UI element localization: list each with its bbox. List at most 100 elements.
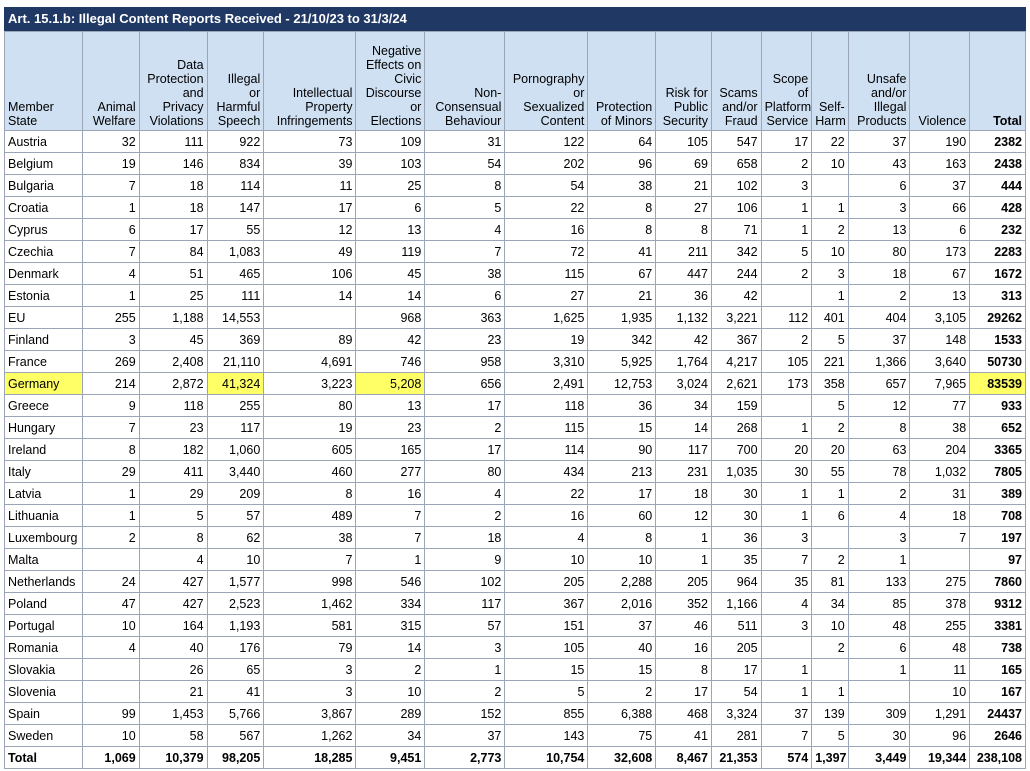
total-value-cell: 574 <box>760 746 813 769</box>
row-total-cell: 389 <box>969 482 1026 505</box>
member-state-cell: Czechia <box>4 240 83 263</box>
value-cell <box>760 394 813 417</box>
value-cell <box>909 548 971 571</box>
value-cell: 45 <box>355 262 426 285</box>
value-cell: 1 <box>655 548 712 571</box>
value-cell: 30 <box>760 460 813 483</box>
value-cell: 10 <box>206 548 265 571</box>
value-cell: 3 <box>811 262 849 285</box>
value-cell: 10 <box>355 680 426 703</box>
value-cell: 37 <box>587 614 657 637</box>
value-cell: 17 <box>587 482 657 505</box>
value-cell: 9 <box>424 548 506 571</box>
value-cell: 6 <box>909 218 971 241</box>
value-cell: 41 <box>587 240 657 263</box>
value-cell <box>81 680 140 703</box>
value-cell: 1 <box>355 548 426 571</box>
value-cell: 51 <box>138 262 208 285</box>
member-state-cell: Italy <box>4 460 83 483</box>
value-cell: 16 <box>504 504 589 527</box>
value-cell: 1 <box>655 526 712 549</box>
value-cell: 119 <box>355 240 426 263</box>
value-cell: 15 <box>587 416 657 439</box>
value-cell: 6 <box>847 636 911 659</box>
value-cell: 10 <box>504 548 589 571</box>
value-cell: 115 <box>504 262 589 285</box>
value-cell: 205 <box>655 570 712 593</box>
value-cell: 369 <box>206 328 265 351</box>
value-cell: 58 <box>138 724 208 747</box>
value-cell: 11 <box>909 658 971 681</box>
row-total-cell: 83539 <box>969 372 1026 395</box>
value-cell: 17 <box>710 658 762 681</box>
member-state-cell: Estonia <box>4 284 83 307</box>
value-cell: 1 <box>760 680 813 703</box>
member-state-cell: Malta <box>4 548 83 571</box>
value-cell: 20 <box>760 438 813 461</box>
value-cell: 968 <box>355 306 426 329</box>
value-cell: 7 <box>909 526 971 549</box>
total-value-cell: 238,108 <box>969 746 1026 769</box>
member-state-cell: Germany <box>4 372 83 395</box>
table-row: Poland 47 427 2,523 1,462 334 117 367 2,016 352 1,… <box>4 592 1026 615</box>
value-cell: 1,193 <box>206 614 265 637</box>
member-state-cell: Latvia <box>4 482 83 505</box>
value-cell: 64 <box>587 130 657 153</box>
value-cell: 8 <box>263 482 357 505</box>
value-cell: 7 <box>424 240 506 263</box>
value-cell: 89 <box>263 328 357 351</box>
table-row: Germany 214 2,872 41,324 3,223 5,208 656 2,491 1… <box>4 372 1026 395</box>
value-cell: 434 <box>504 460 589 483</box>
value-cell: 37 <box>909 174 971 197</box>
member-state-cell: Lithuania <box>4 504 83 527</box>
value-cell: 109 <box>355 130 426 153</box>
value-cell: 427 <box>138 570 208 593</box>
value-cell: 2,016 <box>587 592 657 615</box>
value-cell: 8 <box>587 196 657 219</box>
value-cell: 63 <box>847 438 911 461</box>
value-cell: 1,166 <box>710 592 762 615</box>
value-cell: 4,217 <box>710 350 762 373</box>
value-cell: 6 <box>811 504 849 527</box>
value-cell: 22 <box>811 130 849 153</box>
member-state-cell: Portugal <box>4 614 83 637</box>
value-cell: 118 <box>504 394 589 417</box>
value-cell <box>81 548 140 571</box>
value-cell: 5 <box>504 680 589 703</box>
value-cell: 8 <box>138 526 208 549</box>
value-cell: 205 <box>710 636 762 659</box>
value-cell: 5,925 <box>587 350 657 373</box>
value-cell: 6 <box>847 174 911 197</box>
value-cell: 176 <box>206 636 265 659</box>
value-cell: 334 <box>355 592 426 615</box>
value-cell: 40 <box>587 636 657 659</box>
value-cell: 1,935 <box>587 306 657 329</box>
value-cell: 4 <box>424 482 506 505</box>
value-cell: 102 <box>424 570 506 593</box>
value-cell: 41 <box>206 680 265 703</box>
value-cell: 1,035 <box>710 460 762 483</box>
total-value-cell: 2,773 <box>424 746 506 769</box>
value-cell: 40 <box>138 636 208 659</box>
row-total-cell: 24437 <box>969 702 1026 725</box>
value-cell: 57 <box>206 504 265 527</box>
value-cell: 42 <box>710 284 762 307</box>
column-header-member-state: Member State <box>4 31 83 131</box>
column-header: Scams and/or Fraud <box>710 31 762 131</box>
value-cell: 1,032 <box>909 460 971 483</box>
value-cell: 22 <box>504 196 589 219</box>
value-cell: 8 <box>655 218 712 241</box>
value-cell: 5 <box>811 394 849 417</box>
value-cell: 4 <box>760 592 813 615</box>
value-cell: 3,024 <box>655 372 712 395</box>
value-cell: 115 <box>504 416 589 439</box>
row-total-cell: 167 <box>969 680 1026 703</box>
value-cell: 1 <box>424 658 506 681</box>
table-body: Austria 32 111 922 73 109 31 122 64 105 547 17 22 37 1… <box>4 130 1026 769</box>
value-cell: 13 <box>847 218 911 241</box>
value-cell <box>760 284 813 307</box>
value-cell: 2,872 <box>138 372 208 395</box>
value-cell: 8 <box>655 658 712 681</box>
table-row: Croatia 1 18 147 17 6 5 22 8 27 106 1 1 3 66 428 <box>4 196 1026 219</box>
value-cell: 102 <box>710 174 762 197</box>
